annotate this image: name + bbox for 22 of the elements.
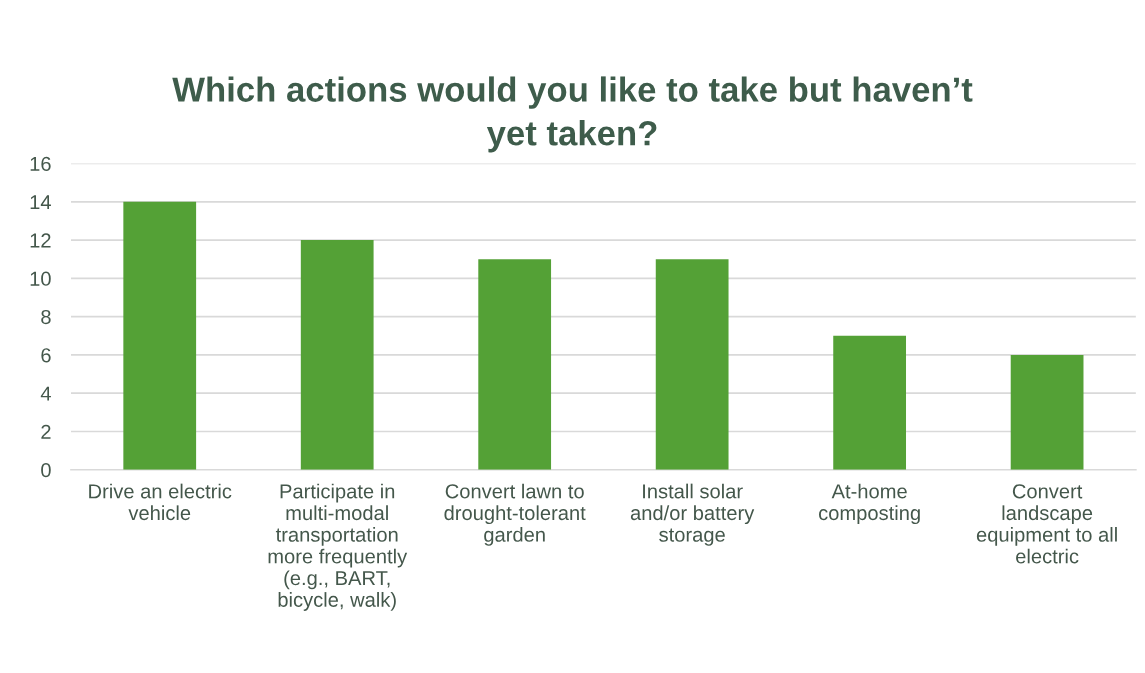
- y-tick-label: 2: [41, 424, 51, 439]
- x-tick-label: Convert lawn to drought-tolerant garden: [444, 483, 586, 546]
- y-tick-label: 0: [41, 462, 51, 478]
- y-tick-label: 8: [41, 309, 51, 325]
- y-tick-label: 6: [41, 348, 51, 363]
- bar: [1010, 354, 1084, 470]
- x-tick-label: Drive an electric vehicle: [89, 483, 232, 521]
- y-tick-label: 4: [40, 386, 51, 401]
- bar: [123, 201, 197, 470]
- y-tick-label: 10: [30, 271, 51, 286]
- chart-title: Which actions would you like to take but haven’t yet taken?: [172, 76, 973, 153]
- x-tick-label: At-home composting: [818, 483, 920, 525]
- bar: [478, 259, 552, 470]
- bar: [655, 259, 729, 470]
- y-tick-label: 16: [30, 156, 51, 172]
- bar: [300, 240, 374, 470]
- x-tick-label: Participate in multi-modal transportation more frequently (e.g., BART, bicycle, walk): [268, 483, 408, 611]
- x-tick-label: Convert landscape equipment to all electric: [976, 484, 1117, 564]
- x-tick-label: Install solar and/or battery storage: [630, 483, 755, 546]
- y-tick-label: 14: [30, 195, 51, 210]
- bar: [833, 335, 907, 470]
- y-tick-label: 12: [30, 233, 51, 248]
